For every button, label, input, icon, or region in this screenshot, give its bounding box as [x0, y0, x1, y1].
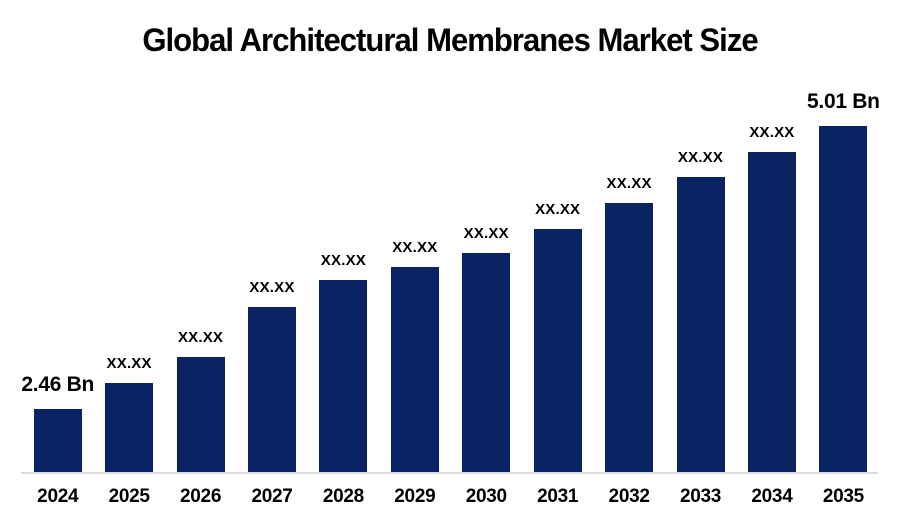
chart-title: Global Architectural Membranes Market Si…: [142, 22, 758, 58]
bar-2029: [390, 267, 439, 473]
bar-value-label-2034: XX.XX: [749, 124, 795, 141]
x-axis-label-2029: 2029: [394, 486, 436, 507]
plot-area: 2.46 Bn XX.XX XX.XX XX.XX XX.XX XX.XX XX.XX XX.…: [21, 0, 880, 473]
bar-value-label-2035: 5.01 Bn: [807, 90, 880, 113]
bar-column-2033: XX.XX: [665, 149, 736, 473]
x-axis-label-2026: 2026: [180, 486, 222, 507]
bar-2025: [105, 383, 154, 473]
bar-column-2027: XX.XX: [236, 279, 307, 473]
bar-2032: [605, 203, 654, 473]
bar-value-label-2025: XX.XX: [106, 355, 152, 372]
bar-column-2035: 5.01 Bn: [807, 90, 880, 473]
x-axis-label-2024: 2024: [37, 486, 79, 507]
x-axis-label-2035: 2035: [822, 486, 864, 507]
x-axis-label-2027: 2027: [251, 486, 293, 507]
bar-column-2029: XX.XX: [379, 239, 450, 473]
x-axis-label-2030: 2030: [465, 486, 507, 507]
x-axis-label-2034: 2034: [751, 486, 793, 507]
bar-2033: [676, 177, 725, 473]
x-axis-label-2033: 2033: [679, 486, 722, 507]
x-axis-label-2025: 2025: [108, 486, 150, 507]
bar-2024: [33, 409, 82, 473]
bar-2035: [819, 126, 868, 473]
bar-value-label-2027: XX.XX: [249, 279, 295, 296]
x-axis-label-2028: 2028: [322, 486, 364, 507]
x-axis-labels: 2024 2025 2026 2027 2028 2029 2030 2031 2032 2033…: [22, 486, 879, 508]
bar-value-label-2026: XX.XX: [177, 329, 224, 346]
bar-column-2032: XX.XX: [593, 175, 664, 473]
x-axis-line: [21, 472, 878, 474]
bar-column-2028: XX.XX: [308, 252, 379, 473]
bar-2027: [247, 307, 296, 473]
bar-value-label-2030: XX.XX: [463, 225, 509, 242]
bar-column-2031: XX.XX: [522, 201, 593, 473]
bar-2026: [176, 357, 225, 473]
bar-column-2025: XX.XX: [93, 355, 164, 473]
bar-column-2026: XX.XX: [165, 329, 236, 473]
bar-2030: [462, 253, 511, 473]
bar-column-2024: 2.46 Bn: [21, 373, 95, 473]
bar-2031: [533, 229, 582, 473]
x-axis-label-2031: 2031: [537, 486, 579, 507]
bar-value-label-2024: 2.46 Bn: [21, 373, 95, 396]
bar-column-2030: XX.XX: [451, 225, 522, 473]
bar-value-label-2029: XX.XX: [392, 239, 438, 256]
bar-2028: [319, 280, 368, 473]
bar-column-2034: XX.XX: [736, 124, 807, 473]
bar-value-label-2033: XX.XX: [677, 149, 724, 166]
bar-value-label-2028: XX.XX: [320, 252, 366, 269]
bar-2034: [747, 152, 796, 473]
bar-value-label-2031: XX.XX: [535, 201, 581, 218]
bar-value-label-2032: XX.XX: [606, 175, 652, 192]
x-axis-label-2032: 2032: [608, 486, 650, 507]
